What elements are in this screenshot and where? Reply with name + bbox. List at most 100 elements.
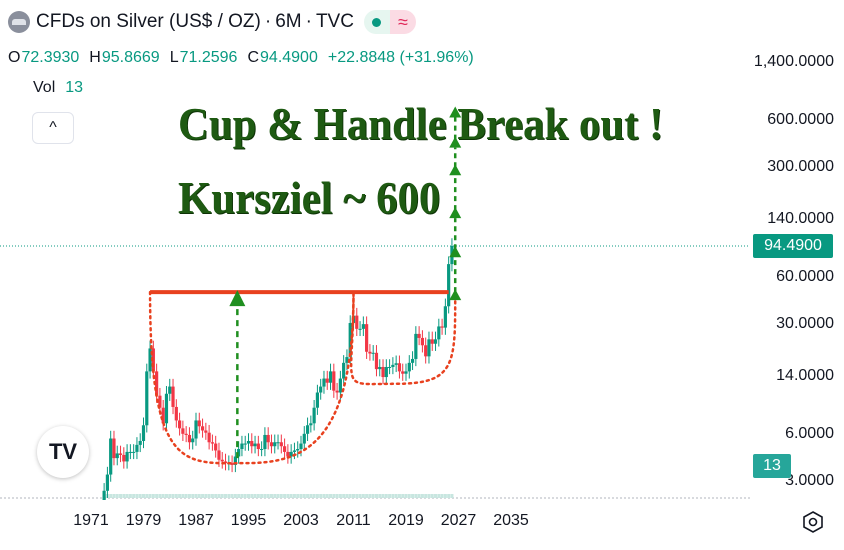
price-tick-label: 14.0000 <box>776 367 834 385</box>
candle-body <box>397 363 402 372</box>
candle-body <box>319 386 323 393</box>
volume-bar <box>161 494 165 498</box>
candle-body <box>273 442 277 447</box>
volume-bar <box>122 494 126 498</box>
volume-bar <box>401 494 405 498</box>
volume-bar <box>266 494 270 498</box>
chart-settings-icon[interactable] <box>802 511 824 533</box>
candle-body <box>210 442 215 444</box>
candle-body <box>289 451 293 457</box>
candle-body <box>342 362 346 379</box>
change-value: +22.8848 (+31.96%) <box>327 49 474 66</box>
volume-bar <box>194 494 198 498</box>
candle-body <box>223 461 228 464</box>
volume-bar <box>404 494 408 498</box>
candle-body <box>256 443 260 450</box>
volume-bar <box>135 494 139 498</box>
candle-body <box>427 339 431 357</box>
candle-body <box>417 333 421 338</box>
volume-bar <box>374 494 378 498</box>
candle-body <box>355 315 359 329</box>
volume-bar <box>204 494 208 498</box>
candle-body <box>253 443 257 447</box>
volume-bar <box>345 494 349 498</box>
candle-body <box>105 474 110 491</box>
time-tick-label: 1995 <box>230 512 267 529</box>
volume-bar <box>276 494 280 498</box>
high-label: H <box>89 49 101 66</box>
volume-label: Vol <box>33 79 56 96</box>
volume-bar <box>151 494 155 498</box>
volume-bar <box>191 494 195 498</box>
candle-body <box>145 371 149 426</box>
candle-body <box>430 339 434 344</box>
candle-body <box>197 420 201 427</box>
market-status-pill[interactable]: ≈ <box>363 10 416 34</box>
ohlc-legend: O 72.3930 H 95.8669 L 71.2596 C 94.4900 +22.… <box>8 49 484 67</box>
volume-bar <box>365 494 369 498</box>
volume-bar <box>145 494 149 498</box>
volume-bar <box>210 494 214 498</box>
candle-body <box>200 426 205 431</box>
silver-symbol-icon <box>8 11 30 33</box>
upside-arrow-head <box>449 164 462 176</box>
time-axis[interactable]: 1971 1979 1987 1995 2003 2011 2019 2027 2035 <box>0 500 750 550</box>
price-axis[interactable]: 1,400.0000 600.0000 300.0000 140.0000 60.000… <box>750 0 844 500</box>
volume-bar <box>443 494 447 498</box>
source-label: TVC <box>315 11 354 32</box>
time-tick-label: 2035 <box>493 512 529 529</box>
candle-body <box>368 351 372 354</box>
candle-body <box>207 432 211 443</box>
candle-body <box>384 366 388 378</box>
volume-legend[interactable]: Vol 13 <box>33 79 83 97</box>
candle-body <box>407 362 411 372</box>
volume-bar <box>332 494 336 498</box>
candle-body <box>220 459 224 462</box>
price-tick-label: 140.0000 <box>767 210 834 228</box>
candle-body <box>282 446 287 452</box>
volume-bar <box>335 494 339 498</box>
volume-bar <box>250 494 254 498</box>
volume-bar <box>263 494 267 498</box>
tradingview-logo-icon[interactable]: TV <box>37 426 89 478</box>
open-label: O <box>8 49 21 66</box>
candle-body <box>161 407 165 424</box>
candle-body <box>158 395 162 408</box>
price-tick-label: 1,400.0000 <box>753 53 834 71</box>
symbol-title: CFDs on Silver (US$ / OZ) <box>36 11 261 32</box>
candle-body <box>371 352 375 354</box>
volume-bar <box>178 494 182 498</box>
candle-body <box>437 326 441 340</box>
interval-label[interactable]: 6M <box>275 11 302 32</box>
volume-bar <box>371 494 375 498</box>
candle-body <box>135 444 139 452</box>
volume-bar <box>411 494 415 498</box>
price-tick-label: 60.0000 <box>776 267 834 285</box>
time-tick-label: 1979 <box>125 512 162 529</box>
candle-body <box>401 371 405 374</box>
target-arrow-head <box>229 290 246 307</box>
volume-bar <box>233 494 237 498</box>
volume-bar <box>227 494 231 498</box>
volume-bar <box>352 494 355 498</box>
chart-area[interactable] <box>0 0 750 500</box>
volume-bar <box>361 494 365 498</box>
candle-body <box>358 328 362 330</box>
volume-bar <box>109 494 113 498</box>
upside-arrow-head <box>449 289 462 301</box>
candle-body <box>112 438 116 459</box>
volume-bar <box>283 494 287 498</box>
candle-body <box>174 406 178 421</box>
volume-bar <box>342 494 346 498</box>
volume-bar <box>237 494 241 498</box>
annotation-target: Kursziel ~ 600 <box>178 172 441 223</box>
candle-body <box>128 451 132 453</box>
symbol-header[interactable]: CFDs on Silver (US$ / OZ) · 6M · TVC ≈ <box>8 10 416 34</box>
candle-body <box>204 430 208 433</box>
candle-body <box>328 371 333 383</box>
candle-body <box>315 392 320 408</box>
collapse-legend-button[interactable]: ^ <box>32 112 74 144</box>
candle-body <box>443 306 447 328</box>
volume-bar <box>378 494 382 498</box>
volume-value: 13 <box>65 79 84 96</box>
